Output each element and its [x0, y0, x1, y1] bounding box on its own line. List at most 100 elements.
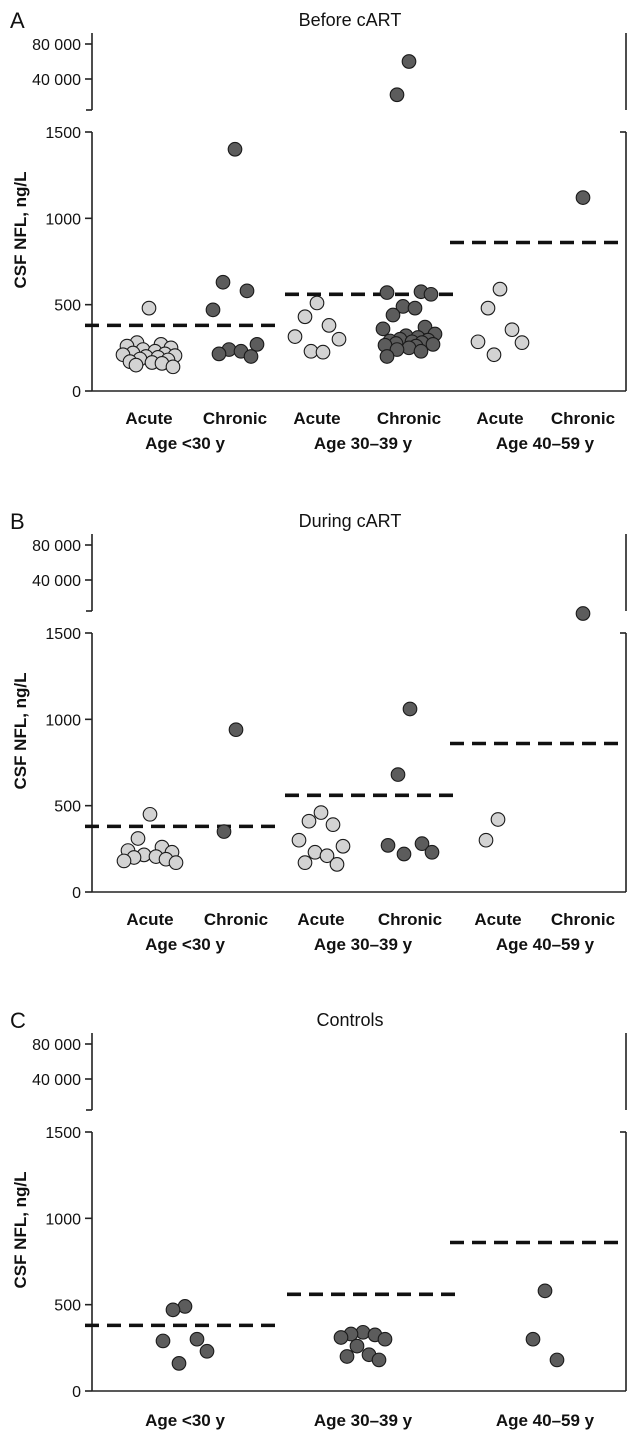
data-point: [205, 302, 221, 318]
lower-tick-label: 500: [54, 799, 81, 816]
data-point: [379, 349, 395, 364]
data-point: [331, 331, 347, 347]
data-point: [155, 1333, 171, 1349]
category-label: Acute: [125, 409, 172, 428]
age-group-label: Age 30–39 y: [314, 434, 413, 453]
data-point: [301, 813, 317, 829]
data-point: [407, 300, 423, 316]
lower-tick-label: 500: [54, 1298, 81, 1315]
lower-tick-label: 0: [72, 885, 81, 902]
panel-B: B During cART CSF NFL, ng/L 80 000 40 000 0 50…: [10, 509, 627, 954]
data-point: [128, 357, 144, 373]
data-point: [401, 54, 417, 69]
upper-tick-label: 40 000: [32, 1072, 81, 1089]
category-label: Acute: [126, 910, 173, 929]
category-label: Age <30 y: [145, 1411, 225, 1430]
data-point: [504, 322, 520, 338]
data-point: [480, 300, 496, 316]
data-point: [470, 334, 486, 350]
age-group-label: Age 40–59 y: [496, 935, 595, 954]
data-point: [168, 855, 184, 870]
data-point: [319, 848, 335, 864]
data-point: [116, 853, 132, 869]
data-point: [329, 857, 345, 872]
data-point: [396, 846, 412, 862]
age-group-label: Age <30 y: [145, 434, 225, 453]
data-point: [478, 832, 494, 848]
data-point: [216, 824, 232, 839]
data-point: [228, 722, 244, 738]
data-point: [333, 1330, 349, 1345]
lower-tick-label: 1500: [45, 1125, 81, 1142]
data-point: [575, 606, 591, 621]
lower-tick-label: 1500: [45, 626, 81, 643]
data-point: [414, 836, 430, 852]
data-point: [514, 335, 530, 351]
panel-title: Controls: [316, 1010, 383, 1030]
data-point: [249, 337, 265, 352]
data-point: [390, 767, 406, 782]
data-point: [177, 1299, 193, 1314]
panel-title: Before cART: [299, 10, 402, 30]
data-point: [309, 295, 325, 311]
data-point: [297, 309, 313, 325]
lower-tick-label: 1000: [45, 712, 81, 729]
category-label: Acute: [476, 409, 523, 428]
age-group-label: Age <30 y: [145, 935, 225, 954]
data-point: [325, 817, 341, 833]
category-label: Acute: [297, 910, 344, 929]
lower-tick-label: 0: [72, 384, 81, 401]
data-point: [189, 1331, 205, 1347]
data-point: [375, 321, 391, 337]
data-point: [199, 1343, 215, 1359]
data-point: [486, 347, 502, 363]
category-label: Chronic: [551, 910, 615, 929]
data-point: [401, 340, 417, 356]
data-point: [165, 1302, 181, 1318]
data-point: [537, 1283, 553, 1299]
upper-tick-label: 80 000: [32, 37, 81, 54]
data-point: [424, 844, 440, 860]
data-point: [525, 1331, 541, 1347]
age-group-label: Age 30–39 y: [314, 935, 413, 954]
data-point: [313, 805, 329, 820]
lower-tick-label: 1000: [45, 211, 81, 228]
data-point: [141, 300, 157, 316]
y-axis-label: CSF NFL, ng/L: [11, 171, 30, 288]
category-label: Chronic: [378, 910, 442, 929]
lower-tick-label: 1000: [45, 1211, 81, 1228]
data-point: [227, 141, 243, 157]
panel-C: C Controls CSF NFL, ng/L 80 000 40 000 0 500 10…: [10, 1008, 627, 1430]
data-point: [402, 701, 418, 717]
data-point: [130, 831, 146, 846]
data-point: [321, 318, 337, 333]
category-label: Chronic: [377, 409, 441, 428]
data-point: [371, 1352, 387, 1368]
y-axis-label: CSF NFL, ng/L: [11, 1171, 30, 1288]
data-point: [335, 838, 351, 854]
data-point: [380, 838, 396, 853]
data-point: [423, 286, 439, 302]
data-point: [243, 349, 259, 364]
upper-tick-label: 40 000: [32, 573, 81, 590]
data-point: [165, 359, 181, 375]
panel-letter: C: [10, 1008, 26, 1033]
category-label: Chronic: [203, 409, 267, 428]
data-point: [389, 342, 405, 357]
upper-tick-label: 80 000: [32, 1037, 81, 1054]
data-point: [215, 274, 231, 290]
data-point: [239, 283, 255, 299]
lower-tick-label: 1500: [45, 125, 81, 142]
data-point: [425, 337, 441, 352]
age-group-label: Age 40–59 y: [496, 434, 595, 453]
data-point: [355, 1324, 371, 1340]
lower-tick-label: 0: [72, 1384, 81, 1401]
data-point: [142, 806, 158, 822]
data-point: [171, 1356, 187, 1371]
panel-letter: B: [10, 509, 25, 534]
data-point: [297, 855, 313, 870]
upper-tick-label: 40 000: [32, 72, 81, 89]
data-point: [575, 190, 591, 205]
data-point: [339, 1349, 355, 1364]
